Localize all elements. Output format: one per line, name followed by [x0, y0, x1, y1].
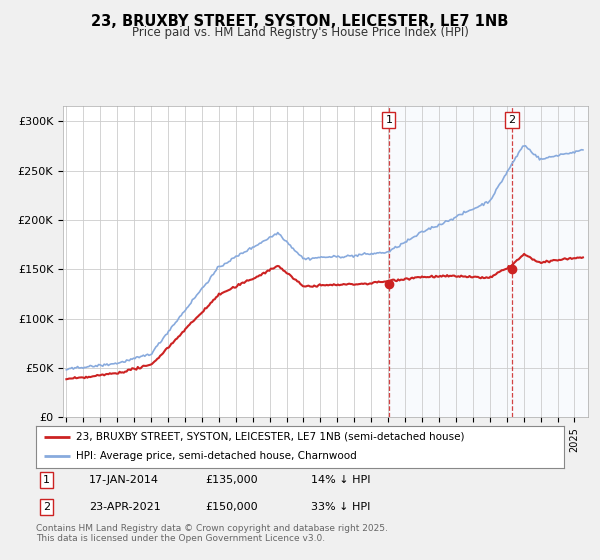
Text: Price paid vs. HM Land Registry's House Price Index (HPI): Price paid vs. HM Land Registry's House …	[131, 26, 469, 39]
Text: £135,000: £135,000	[205, 475, 257, 485]
Text: 2: 2	[43, 502, 50, 512]
Text: 1: 1	[43, 475, 50, 485]
Text: 33% ↓ HPI: 33% ↓ HPI	[311, 502, 370, 512]
Text: 1: 1	[385, 115, 392, 125]
Text: 23, BRUXBY STREET, SYSTON, LEICESTER, LE7 1NB: 23, BRUXBY STREET, SYSTON, LEICESTER, LE…	[91, 14, 509, 29]
Bar	[389, 106, 588, 417]
Text: 2: 2	[508, 115, 515, 125]
Text: 14% ↓ HPI: 14% ↓ HPI	[311, 475, 370, 485]
Text: HPI: Average price, semi-detached house, Charnwood: HPI: Average price, semi-detached house,…	[76, 451, 356, 461]
Text: 23, BRUXBY STREET, SYSTON, LEICESTER, LE7 1NB (semi-detached house): 23, BRUXBY STREET, SYSTON, LEICESTER, LE…	[76, 432, 464, 442]
Text: £150,000: £150,000	[205, 502, 257, 512]
Text: 23-APR-2021: 23-APR-2021	[89, 502, 161, 512]
Text: Contains HM Land Registry data © Crown copyright and database right 2025.
This d: Contains HM Land Registry data © Crown c…	[36, 524, 388, 543]
Text: 17-JAN-2014: 17-JAN-2014	[89, 475, 159, 485]
